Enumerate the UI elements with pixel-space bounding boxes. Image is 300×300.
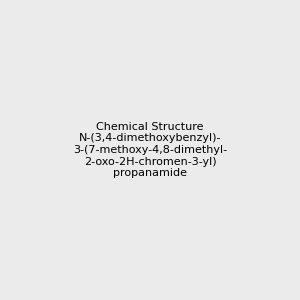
Text: Chemical Structure
N-(3,4-dimethoxybenzyl)-
3-(7-methoxy-4,8-dimethyl-
2-oxo-2H-: Chemical Structure N-(3,4-dimethoxybenzy…: [73, 122, 227, 178]
